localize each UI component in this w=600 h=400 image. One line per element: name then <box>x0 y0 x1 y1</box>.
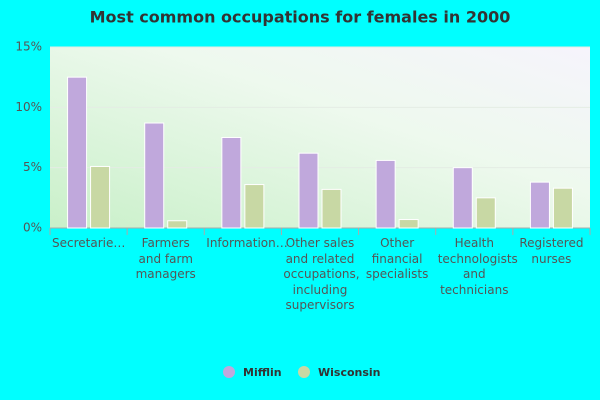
chart-title: Most common occupations for females in 2… <box>90 8 511 27</box>
x-tick-label: Secretarie… <box>52 236 126 250</box>
legend-marker <box>298 366 310 378</box>
legend-label: Wisconsin <box>318 366 381 379</box>
plot-area <box>50 47 590 228</box>
y-tick-label: 0% <box>23 221 42 235</box>
bar <box>475 197 496 229</box>
x-tick-label: Health technologists and technicians <box>437 236 518 297</box>
x-tick-label: Information… <box>206 236 288 250</box>
x-tick-label: Other sales and related occupations, inc… <box>283 236 360 312</box>
bar <box>552 187 573 229</box>
bar <box>221 137 242 229</box>
x-tick-label: Farmers and farm managers <box>135 236 196 281</box>
bar <box>375 159 396 229</box>
legend-label: Mifflin <box>243 366 282 379</box>
bar <box>452 167 473 229</box>
bar <box>67 76 88 229</box>
y-tick-label: 10% <box>15 100 42 114</box>
y-tick-label: 5% <box>23 160 42 174</box>
bar <box>529 181 550 229</box>
bar <box>298 152 319 229</box>
bar <box>321 188 342 229</box>
legend-marker <box>223 366 235 378</box>
bar <box>398 219 419 229</box>
bar <box>167 220 188 229</box>
bar <box>144 122 165 229</box>
bar <box>244 184 265 229</box>
y-tick-label: 15% <box>15 40 42 54</box>
x-tick-label: Other financial specialists <box>365 236 429 281</box>
x-tick-label: Registered nurses <box>519 236 584 266</box>
bar <box>90 165 111 229</box>
